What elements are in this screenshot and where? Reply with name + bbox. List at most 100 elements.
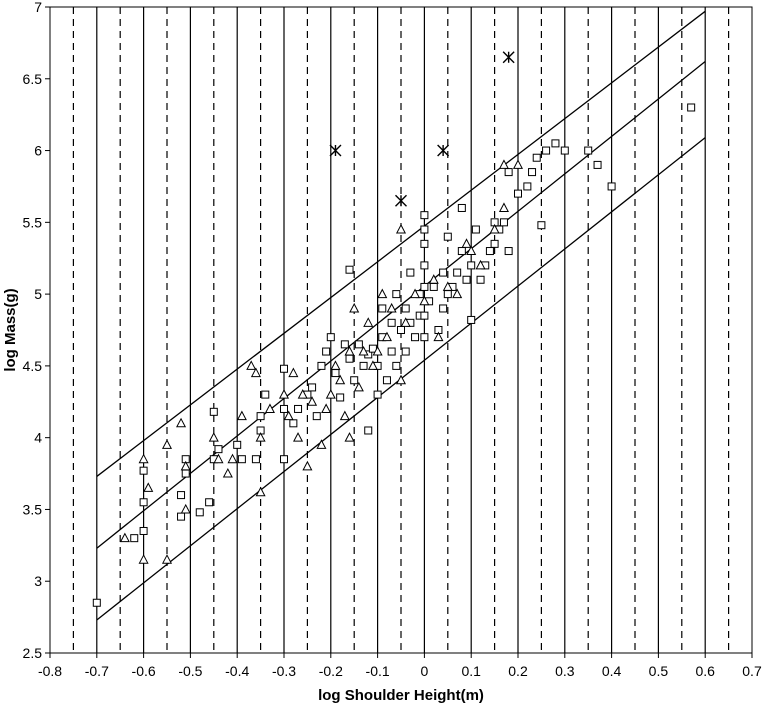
x-tick-label: 0.6 [695,663,715,679]
square-point [326,333,335,342]
square-point [420,225,429,234]
square-point [420,282,429,291]
triangle-point [335,374,346,385]
square-point [523,182,532,191]
triangle-point [283,410,294,421]
y-tick-label: 6 [34,143,42,159]
square-point [467,315,476,324]
x-tick-label: 0.1 [461,663,481,679]
square-point [177,512,186,521]
x-axis-title: log Shoulder Height(m) [318,687,484,704]
square-point [687,103,696,112]
square-point [280,404,288,413]
triangle-point [498,159,509,169]
square-point [317,361,326,370]
square-point [443,232,452,241]
square-point [261,390,270,399]
x-tick-label: 0.3 [555,663,575,679]
triangle-point [466,245,477,256]
square-point [504,168,513,177]
triangle-point [227,453,238,464]
triangle-point [363,317,374,327]
square-point [420,239,429,248]
cross-point [502,51,515,64]
y-tick-label: 3.5 [23,501,43,517]
triangle-point [325,389,336,399]
triangle-point [395,223,407,234]
x-tick-label: -0.8 [38,663,62,679]
triangle-point [349,302,360,313]
square-point [453,268,462,277]
triangle-point [339,410,350,421]
x-tick-label: -0.2 [319,663,343,679]
triangle-point [288,367,299,378]
square-point [139,466,148,475]
triangle-point [386,302,397,313]
square-point [462,275,471,284]
triangle-point [302,460,313,471]
triangle-point [512,159,524,169]
triangle-point [442,281,453,291]
triangle-point [161,439,173,449]
square-point [359,361,368,370]
square-point [345,265,354,274]
square-point [336,393,345,402]
triangle-point [428,274,439,284]
square-point [607,182,616,191]
square-point [209,407,218,416]
triangle-point [236,410,247,421]
triangle-point [138,453,149,464]
triangle-point [264,403,275,413]
square-point [205,498,214,507]
triangle-point [278,389,290,399]
square-point [312,412,321,421]
triangle-point [222,467,233,478]
triangle-point [208,432,219,442]
triangle-point [419,295,430,306]
data-points [92,51,696,607]
x-tick-label: -0.5 [178,663,202,679]
cross-point [329,144,342,157]
triangle-point [395,374,407,385]
y-tick-label: 2.5 [23,645,43,661]
square-point [439,268,448,277]
x-tick-label: 0.7 [742,663,762,679]
square-point [439,304,448,313]
square-point [504,247,513,256]
square-point [471,225,480,234]
triangle-point [489,223,500,234]
square-point [457,247,466,256]
triangle-point [475,259,486,270]
square-point [364,426,373,435]
x-tick-label: 0.4 [602,663,622,679]
y-tick-label: 5.5 [23,214,43,230]
y-axis-ticks: 2.5 3 3.5 4 4.5 5 5.5 6 6.5 7 [23,0,50,661]
triangle-point [344,432,355,442]
triangle-point [372,345,383,356]
triangle-point [377,288,388,299]
square-point [485,247,494,256]
triangle-point [410,288,421,299]
square-point [382,376,391,385]
square-point [289,419,298,428]
x-axis-ticks: -0.8 -0.7 -0.6 -0.5 -0.4 -0.3 -0.2 -0.1 0 0.1 0.2 0… [38,653,762,679]
y-tick-label: 4 [34,430,42,446]
triangle-point [400,317,411,327]
square-point [195,508,204,517]
square-point [420,261,429,270]
square-point [233,440,242,449]
y-tick-label: 6.5 [23,71,43,87]
triangle-point [330,360,341,370]
triangle-point [255,486,266,497]
square-point [237,455,246,464]
square-point [392,361,401,370]
y-tick-label: 4.5 [23,358,43,374]
triangle-point [316,439,327,449]
square-point [537,221,546,230]
triangle-point [321,403,332,413]
cross-point [395,194,407,207]
square-point [139,526,148,535]
square-point [429,282,438,291]
square-point [340,340,349,349]
